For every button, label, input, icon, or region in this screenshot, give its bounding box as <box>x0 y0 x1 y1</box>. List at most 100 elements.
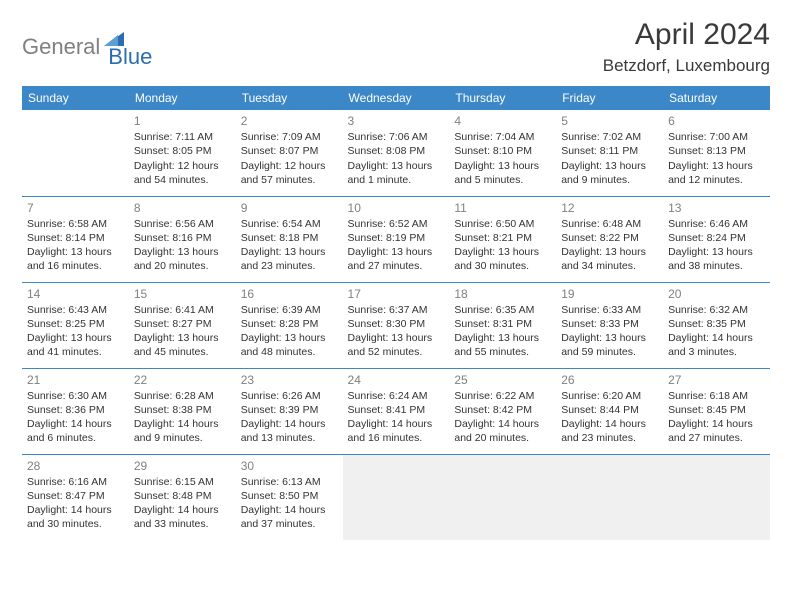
dl1-line: Daylight: 13 hours <box>134 245 231 259</box>
calendar-cell: 15Sunrise: 6:41 AMSunset: 8:27 PMDayligh… <box>129 282 236 368</box>
dl1-line: Daylight: 14 hours <box>27 417 124 431</box>
dl2-line: and 27 minutes. <box>348 259 445 273</box>
calendar-header-row: SundayMondayTuesdayWednesdayThursdayFrid… <box>22 86 770 110</box>
sunset-line: Sunset: 8:31 PM <box>454 317 551 331</box>
sunrise-line: Sunrise: 7:04 AM <box>454 130 551 144</box>
calendar-cell: 20Sunrise: 6:32 AMSunset: 8:35 PMDayligh… <box>663 282 770 368</box>
dl1-line: Daylight: 13 hours <box>668 159 765 173</box>
calendar-cell: 8Sunrise: 6:56 AMSunset: 8:16 PMDaylight… <box>129 196 236 282</box>
sunrise-line: Sunrise: 6:46 AM <box>668 217 765 231</box>
sunrise-line: Sunrise: 6:35 AM <box>454 303 551 317</box>
dl1-line: Daylight: 13 hours <box>27 331 124 345</box>
calendar-table: SundayMondayTuesdayWednesdayThursdayFrid… <box>22 86 770 540</box>
calendar-cell: 1Sunrise: 7:11 AMSunset: 8:05 PMDaylight… <box>129 110 236 196</box>
day-number: 8 <box>134 200 231 216</box>
calendar-cell: 24Sunrise: 6:24 AMSunset: 8:41 PMDayligh… <box>343 368 450 454</box>
sunrise-line: Sunrise: 6:54 AM <box>241 217 338 231</box>
sunrise-line: Sunrise: 7:06 AM <box>348 130 445 144</box>
dl2-line: and 33 minutes. <box>134 517 231 531</box>
day-number: 28 <box>27 458 124 474</box>
logo-text-blue: Blue <box>108 44 152 70</box>
sunrise-line: Sunrise: 6:52 AM <box>348 217 445 231</box>
dl2-line: and 9 minutes. <box>561 173 658 187</box>
dl1-line: Daylight: 13 hours <box>348 159 445 173</box>
calendar-cell: 11Sunrise: 6:50 AMSunset: 8:21 PMDayligh… <box>449 196 556 282</box>
sunset-line: Sunset: 8:22 PM <box>561 231 658 245</box>
dl2-line: and 45 minutes. <box>134 345 231 359</box>
sunset-line: Sunset: 8:39 PM <box>241 403 338 417</box>
weekday-header: Saturday <box>663 86 770 110</box>
sunrise-line: Sunrise: 6:18 AM <box>668 389 765 403</box>
calendar-cell: 7Sunrise: 6:58 AMSunset: 8:14 PMDaylight… <box>22 196 129 282</box>
dl1-line: Daylight: 13 hours <box>241 245 338 259</box>
day-number: 21 <box>27 372 124 388</box>
dl1-line: Daylight: 13 hours <box>668 245 765 259</box>
calendar-cell: 9Sunrise: 6:54 AMSunset: 8:18 PMDaylight… <box>236 196 343 282</box>
day-number: 25 <box>454 372 551 388</box>
dl1-line: Daylight: 14 hours <box>561 417 658 431</box>
calendar-cell: 22Sunrise: 6:28 AMSunset: 8:38 PMDayligh… <box>129 368 236 454</box>
sunrise-line: Sunrise: 6:33 AM <box>561 303 658 317</box>
weekday-header: Tuesday <box>236 86 343 110</box>
sunrise-line: Sunrise: 6:58 AM <box>27 217 124 231</box>
dl1-line: Daylight: 13 hours <box>134 331 231 345</box>
dl2-line: and 57 minutes. <box>241 173 338 187</box>
sunset-line: Sunset: 8:45 PM <box>668 403 765 417</box>
calendar-cell: 30Sunrise: 6:13 AMSunset: 8:50 PMDayligh… <box>236 454 343 540</box>
dl2-line: and 5 minutes. <box>454 173 551 187</box>
dl2-line: and 9 minutes. <box>134 431 231 445</box>
sunset-line: Sunset: 8:07 PM <box>241 144 338 158</box>
sunset-line: Sunset: 8:21 PM <box>454 231 551 245</box>
sunset-line: Sunset: 8:38 PM <box>134 403 231 417</box>
dl1-line: Daylight: 13 hours <box>454 331 551 345</box>
dl1-line: Daylight: 12 hours <box>134 159 231 173</box>
sunset-line: Sunset: 8:36 PM <box>27 403 124 417</box>
dl1-line: Daylight: 14 hours <box>134 503 231 517</box>
day-number: 16 <box>241 286 338 302</box>
dl1-line: Daylight: 13 hours <box>454 159 551 173</box>
dl2-line: and 1 minute. <box>348 173 445 187</box>
dl2-line: and 27 minutes. <box>668 431 765 445</box>
dl2-line: and 37 minutes. <box>241 517 338 531</box>
dl2-line: and 16 minutes. <box>348 431 445 445</box>
day-number: 27 <box>668 372 765 388</box>
dl1-line: Daylight: 13 hours <box>454 245 551 259</box>
calendar-cell: 2Sunrise: 7:09 AMSunset: 8:07 PMDaylight… <box>236 110 343 196</box>
weekday-header: Sunday <box>22 86 129 110</box>
dl1-line: Daylight: 12 hours <box>241 159 338 173</box>
dl1-line: Daylight: 13 hours <box>561 159 658 173</box>
calendar-week-row: 1Sunrise: 7:11 AMSunset: 8:05 PMDaylight… <box>22 110 770 196</box>
sunset-line: Sunset: 8:24 PM <box>668 231 765 245</box>
sunrise-line: Sunrise: 6:37 AM <box>348 303 445 317</box>
calendar-cell: 17Sunrise: 6:37 AMSunset: 8:30 PMDayligh… <box>343 282 450 368</box>
dl2-line: and 23 minutes. <box>241 259 338 273</box>
dl2-line: and 41 minutes. <box>27 345 124 359</box>
day-number: 30 <box>241 458 338 474</box>
calendar-cell: 12Sunrise: 6:48 AMSunset: 8:22 PMDayligh… <box>556 196 663 282</box>
sunrise-line: Sunrise: 6:50 AM <box>454 217 551 231</box>
dl1-line: Daylight: 13 hours <box>561 331 658 345</box>
sunset-line: Sunset: 8:35 PM <box>668 317 765 331</box>
calendar-cell: 25Sunrise: 6:22 AMSunset: 8:42 PMDayligh… <box>449 368 556 454</box>
calendar-cell <box>343 454 450 540</box>
calendar-cell: 18Sunrise: 6:35 AMSunset: 8:31 PMDayligh… <box>449 282 556 368</box>
sunset-line: Sunset: 8:18 PM <box>241 231 338 245</box>
sunset-line: Sunset: 8:25 PM <box>27 317 124 331</box>
sunset-line: Sunset: 8:30 PM <box>348 317 445 331</box>
day-number: 2 <box>241 113 338 129</box>
dl2-line: and 52 minutes. <box>348 345 445 359</box>
calendar-cell <box>556 454 663 540</box>
logo-text-gray: General <box>22 34 100 60</box>
calendar-cell <box>663 454 770 540</box>
sunrise-line: Sunrise: 6:26 AM <box>241 389 338 403</box>
sunset-line: Sunset: 8:33 PM <box>561 317 658 331</box>
dl1-line: Daylight: 14 hours <box>27 503 124 517</box>
sunrise-line: Sunrise: 6:20 AM <box>561 389 658 403</box>
calendar-cell: 14Sunrise: 6:43 AMSunset: 8:25 PMDayligh… <box>22 282 129 368</box>
day-number: 7 <box>27 200 124 216</box>
dl2-line: and 3 minutes. <box>668 345 765 359</box>
day-number: 4 <box>454 113 551 129</box>
day-number: 19 <box>561 286 658 302</box>
dl2-line: and 30 minutes. <box>27 517 124 531</box>
dl1-line: Daylight: 13 hours <box>241 331 338 345</box>
